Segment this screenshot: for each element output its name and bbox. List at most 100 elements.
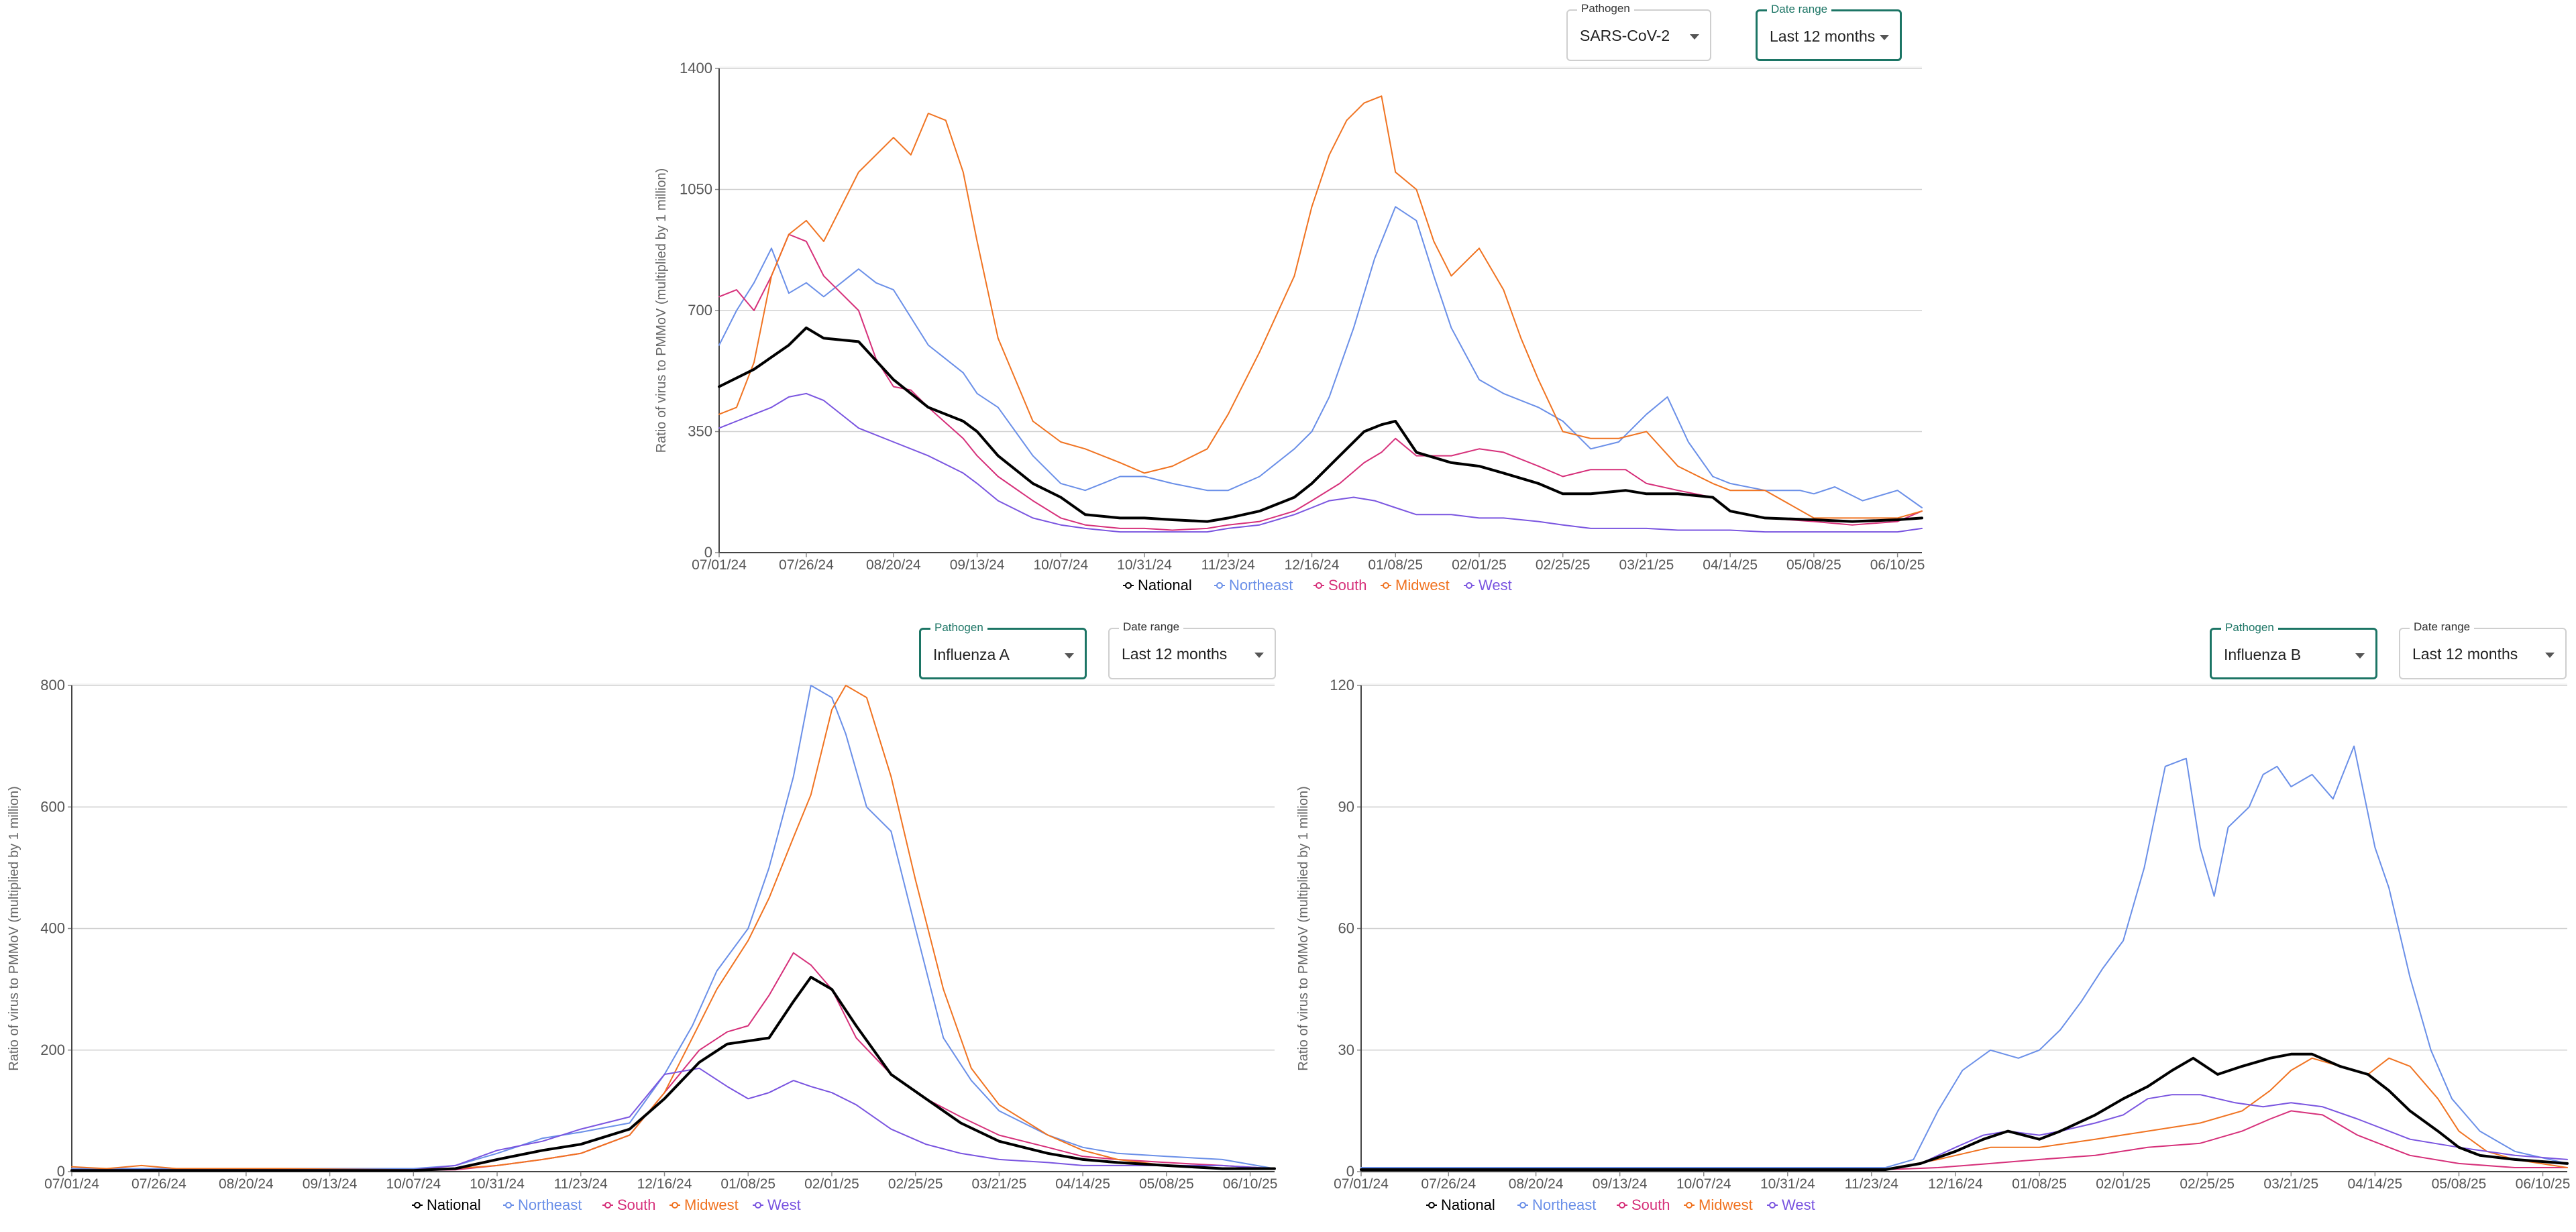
legend-marker <box>1216 582 1223 589</box>
chevron-down-icon <box>2355 653 2365 659</box>
pathogen-select[interactable]: Pathogen Influenza B <box>2210 621 2377 679</box>
series-line-northeast <box>718 206 1923 508</box>
legend-item-west: West <box>753 1196 801 1213</box>
series-line-national <box>1360 1052 2569 1171</box>
legend-marker <box>1428 1202 1435 1209</box>
x-tick-label: 04/14/25 <box>2347 1176 2402 1192</box>
date-range-select-value: Last 12 months <box>1122 645 1228 663</box>
date-range-select-label: Date range <box>2410 620 2475 634</box>
x-tick-label: 08/20/24 <box>219 1176 274 1192</box>
series-line-northeast <box>71 685 1275 1170</box>
series-line-national <box>70 976 1276 1172</box>
y-tick-label: 1400 <box>680 60 712 76</box>
legend-item-northeast: Northeast <box>1214 577 1293 594</box>
x-tick-label: 01/08/25 <box>720 1176 775 1192</box>
x-tick-label: 02/01/25 <box>1452 557 1507 573</box>
legend-marker <box>1619 1202 1625 1209</box>
y-tick-label: 700 <box>688 302 712 319</box>
chevron-down-icon <box>1690 34 1699 40</box>
legend-label: Midwest <box>1395 577 1450 594</box>
pathogen-select-value: SARS-CoV-2 <box>1580 27 1670 44</box>
x-tick-label: 11/23/24 <box>1845 1176 1899 1192</box>
x-tick-label: 10/07/24 <box>1676 1176 1731 1192</box>
chart-legend: National Northeast South Midwest West <box>1123 577 1512 594</box>
legend-label: National <box>1138 577 1192 594</box>
series-line-midwest <box>71 685 1275 1171</box>
legend-label: West <box>1479 577 1512 594</box>
y-tick-label: 1050 <box>680 181 712 198</box>
legend-label: Northeast <box>1229 577 1293 594</box>
y-axis-title: Ratio of virus to PMMoV (multiplied by 1… <box>7 786 21 1071</box>
pathogen-select-label: Pathogen <box>1577 2 1634 15</box>
x-tick-label: 03/21/25 <box>972 1176 1027 1192</box>
x-tick-label: 03/21/25 <box>1619 557 1674 573</box>
series-line-midwest <box>718 95 1923 519</box>
legend-marker <box>414 1202 421 1209</box>
legend-label: South <box>1631 1196 1670 1213</box>
date-range-select[interactable]: Date range Last 12 months <box>2399 620 2567 679</box>
legend-item-midwest: Midwest <box>669 1196 739 1213</box>
date-range-select-label: Date range <box>1767 3 1832 16</box>
legend-label: National <box>1441 1196 1495 1213</box>
x-tick-label: 02/01/25 <box>2096 1176 2151 1192</box>
legend-marker <box>1769 1202 1776 1209</box>
x-tick-label: 07/26/24 <box>779 557 834 573</box>
chevron-down-icon <box>1880 35 1889 40</box>
legend-item-west: West <box>1767 1196 1815 1213</box>
series-line-northeast <box>1360 745 2568 1168</box>
date-range-select[interactable]: Date range Last 12 months <box>1108 620 1276 679</box>
y-tick-label: 0 <box>1346 1163 1354 1180</box>
x-tick-label: 05/08/25 <box>2432 1176 2487 1192</box>
x-tick-label: 09/13/24 <box>303 1176 358 1192</box>
series-line-national <box>718 326 1923 523</box>
legend-marker <box>604 1202 611 1209</box>
series-line-west <box>71 1067 1275 1171</box>
legend-item-national: National <box>412 1196 481 1213</box>
x-tick-label: 10/31/24 <box>470 1176 525 1192</box>
x-tick-label: 12/16/24 <box>1928 1176 1983 1192</box>
x-tick-label: 02/25/25 <box>2180 1176 2235 1192</box>
pathogen-select-label: Pathogen <box>2221 621 2278 634</box>
chart-panel-influenza-a: Pathogen Influenza A Date range Last 12 … <box>0 618 1278 1232</box>
legend-marker <box>1519 1202 1526 1209</box>
pathogen-select[interactable]: Pathogen Influenza A <box>919 621 1087 679</box>
series-line-midwest <box>1360 1057 2568 1170</box>
x-tick-label: 01/08/25 <box>2012 1176 2067 1192</box>
chart-panel-influenza-b: Pathogen Influenza B Date range Last 12 … <box>1289 618 2576 1232</box>
legend-label: Northeast <box>518 1196 582 1213</box>
pathogen-select-label: Pathogen <box>930 621 987 634</box>
y-tick-label: 120 <box>1330 677 1354 693</box>
y-tick-label: 30 <box>1338 1042 1354 1058</box>
x-tick-label: 07/01/24 <box>692 557 747 573</box>
date-range-select[interactable]: Date range Last 12 months <box>1756 3 1902 61</box>
y-tick-label: 200 <box>40 1042 65 1058</box>
x-tick-label: 10/31/24 <box>1117 557 1172 573</box>
x-tick-label: 08/20/24 <box>1509 1176 1564 1192</box>
x-tick-label: 12/16/24 <box>637 1176 692 1192</box>
legend-marker <box>755 1202 761 1209</box>
x-tick-label: 06/10/25 <box>2516 1176 2571 1192</box>
legend-label: West <box>1782 1196 1815 1213</box>
legend-item-south: South <box>602 1196 656 1213</box>
series-line-west <box>718 392 1923 533</box>
legend-marker <box>1466 582 1472 589</box>
y-tick-label: 400 <box>40 920 65 937</box>
sars-cov-2-line-chart: 0 350 700 1050 1400 07/01/24 07/26/24 08/20/24 0… <box>654 60 1925 594</box>
legend-label: West <box>767 1196 801 1213</box>
x-tick-label: 09/13/24 <box>950 557 1005 573</box>
chevron-down-icon <box>2545 653 2555 658</box>
legend-marker <box>1125 582 1132 589</box>
x-tick-label: 12/16/24 <box>1285 557 1340 573</box>
date-range-select-label: Date range <box>1119 620 1184 634</box>
y-tick-label: 800 <box>40 677 65 693</box>
x-tick-label: 11/23/24 <box>1201 557 1256 573</box>
series-line-south <box>71 952 1275 1172</box>
y-tick-label: 0 <box>57 1163 65 1180</box>
pathogen-select-value: Influenza B <box>2224 646 2302 663</box>
x-tick-label: 02/25/25 <box>888 1176 943 1192</box>
y-axis-title: Ratio of virus to PMMoV (multiplied by 1… <box>1296 786 1311 1071</box>
legend-marker <box>672 1202 678 1209</box>
pathogen-select[interactable]: Pathogen SARS-CoV-2 <box>1566 2 1711 61</box>
legend-item-northeast: Northeast <box>503 1196 582 1213</box>
series-line-south <box>1360 1110 2568 1170</box>
